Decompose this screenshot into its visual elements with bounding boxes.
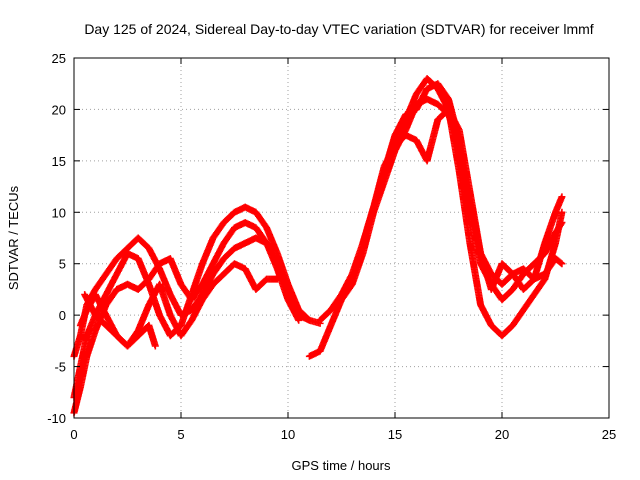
x-tick-label: 25 [602,427,616,442]
x-tick-label: 5 [177,427,184,442]
x-tick-label: 15 [388,427,402,442]
y-tick-label: 15 [52,154,66,169]
series-track-9 [391,95,566,293]
series-track-6 [305,75,566,360]
y-tick-label: 25 [52,51,66,66]
y-tick-label: 20 [52,102,66,117]
plot-frame [73,57,610,419]
y-tick-label: -10 [47,411,66,426]
y-axis-label: SDTVAR / TECUs [6,185,21,290]
grid [74,58,609,418]
series-track-5 [81,291,159,350]
chart-title: Day 125 of 2024, Sidereal Day-to-day VTE… [84,21,593,37]
x-tick-label: 20 [495,427,509,442]
data-point [558,219,566,227]
y-tick-label: -5 [54,360,66,375]
data-point [305,316,313,324]
series-track-3 [70,203,313,401]
data-marks [70,75,566,417]
data-point [151,342,159,350]
data-point [295,316,303,324]
x-axis-label: GPS time / hours [292,458,391,473]
y-tick-label: 5 [59,257,66,272]
data-point [558,193,566,201]
axis-ticks: 0 5 10 15 20 25 -10 -5 0 5 10 15 20 25 [47,51,616,442]
data-point [557,259,565,267]
data-point [558,208,566,216]
data-point [304,315,312,323]
y-tick-label: 10 [52,205,66,220]
x-tick-label: 0 [70,427,77,442]
data-point [273,275,281,283]
y-tick-label: 0 [59,308,66,323]
x-tick-label: 10 [281,427,295,442]
data-point [558,260,566,268]
